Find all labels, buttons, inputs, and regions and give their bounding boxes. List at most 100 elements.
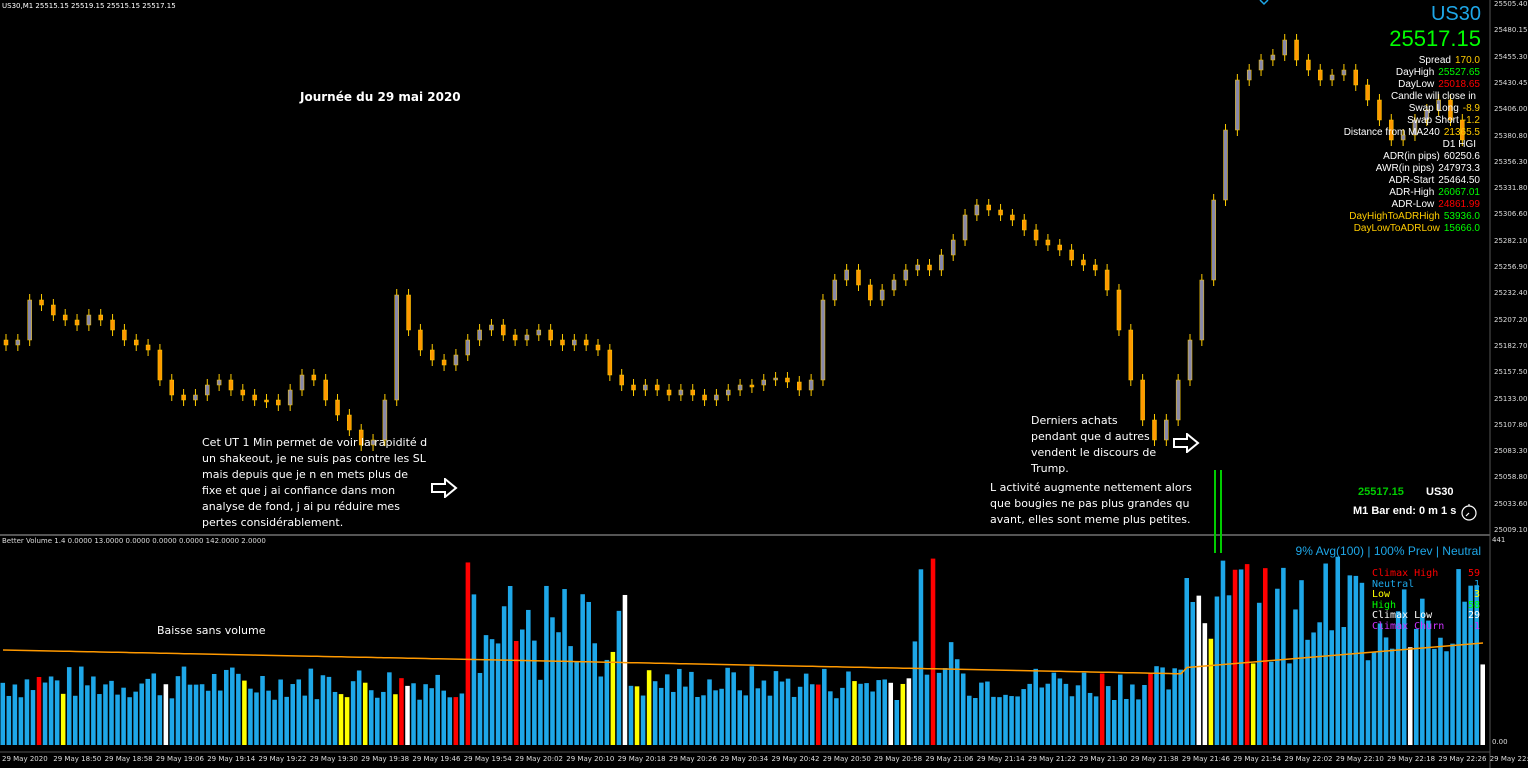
candle: [986, 204, 991, 211]
volume-bar: [211, 673, 217, 745]
candle: [418, 329, 423, 351]
volume-bar: [1353, 575, 1359, 745]
candle: [1116, 289, 1122, 331]
volume-bar: [1389, 648, 1395, 745]
volume-bar: [646, 670, 652, 745]
volume-bar: [60, 693, 66, 745]
candle: [891, 279, 897, 291]
candle: [1140, 379, 1145, 421]
candle: [441, 359, 447, 366]
price-tick: 25282.10: [1494, 236, 1528, 245]
info-row-value: -8.9: [1462, 103, 1480, 114]
time-tick: 29 May 2020: [2, 755, 48, 763]
volume-bar: [930, 558, 936, 745]
candle: [1389, 119, 1394, 141]
info-row: ADR-Start 25464.50: [1389, 175, 1480, 187]
candle: [773, 377, 778, 381]
candle: [347, 414, 352, 431]
candle: [1010, 214, 1015, 221]
info-row: DayLow 25018.65: [1398, 79, 1480, 91]
volume-bar: [1420, 598, 1425, 745]
info-row-value: 24861.99: [1438, 199, 1480, 210]
volume-bar: [230, 667, 235, 745]
volume-bar: [1015, 696, 1020, 745]
candle: [998, 209, 1003, 216]
time-tick: 29 May 19:30: [309, 755, 358, 763]
volume-bar: [79, 666, 84, 745]
info-row-label: AWR(in pips): [1375, 163, 1435, 174]
volume-bar: [224, 669, 229, 745]
volume-bar: [1033, 668, 1038, 745]
info-row-value: 26067.01: [1438, 187, 1480, 198]
chart-title-note: Journée du 29 mai 2020: [300, 90, 461, 104]
volume-bar: [864, 683, 869, 745]
volume-bar: [1202, 623, 1208, 745]
time-tick: 29 May 19:38: [361, 755, 410, 763]
candle: [619, 374, 624, 386]
volume-bar: [1305, 639, 1310, 745]
volume-bar: [1009, 696, 1014, 745]
volume-bar: [1456, 569, 1461, 745]
volume-bar: [1069, 696, 1075, 745]
volume-bar: [973, 698, 978, 745]
volume-bar: [290, 684, 295, 745]
time-tick: 29 May 21:46: [1181, 755, 1230, 763]
volume-bar: [181, 666, 187, 745]
volume-bar: [151, 673, 157, 745]
volume-bar: [628, 685, 634, 745]
volume-bar: [242, 680, 247, 745]
volume-bar: [1287, 663, 1292, 745]
volume-bar: [338, 694, 344, 745]
volume-bar: [1341, 627, 1347, 745]
note-left: Cet UT 1 Min permet de voir la rapidité …: [202, 436, 428, 529]
time-tick: 29 May 20:50: [822, 755, 871, 763]
info-row-label: Swap Long: [1408, 103, 1459, 114]
legend-label: High: [1372, 599, 1397, 611]
volume-bar: [1250, 663, 1256, 745]
volume-bar: [326, 676, 332, 745]
bar-end-label: M1 Bar end: 0 m 1 s: [1353, 505, 1457, 517]
candle: [252, 394, 257, 401]
volume-bar: [671, 691, 676, 745]
chart-symbol-line: US30,M1 25515.15 25519.15 25515.15 25517…: [2, 2, 176, 10]
volume-bar: [314, 699, 320, 745]
volume-bar: [72, 695, 78, 745]
panel-price: 25517.15: [1389, 26, 1481, 51]
volume-bar: [948, 642, 954, 745]
legend-value: 29: [1467, 610, 1480, 621]
volume-bar: [550, 617, 555, 745]
volume-bar: [453, 697, 459, 745]
volume-bar: [1160, 667, 1165, 745]
legend-label: Climax Low: [1372, 610, 1433, 621]
volume-bar: [954, 659, 960, 745]
volume-bar: [1281, 567, 1286, 745]
price-tick: 25182.70: [1494, 341, 1528, 350]
volume-bar: [1099, 673, 1105, 745]
candle: [607, 349, 613, 376]
info-row-label: Spread: [1418, 55, 1451, 66]
note-trump: Derniers achats pendant que d autres ven…: [1031, 414, 1157, 475]
candle: [1211, 199, 1216, 281]
info-row: ADR-High 26067.01: [1389, 187, 1480, 199]
note-volume: Baisse sans volume: [157, 624, 266, 637]
candle: [785, 377, 790, 383]
info-row: Distance from MA240 21365.5: [1344, 127, 1480, 139]
legend-value: 58: [1467, 599, 1480, 611]
bar-end-price: 25517.15: [1358, 486, 1404, 498]
volume-bar: [586, 601, 591, 745]
candle: [631, 384, 636, 391]
info-row: DayHighToADRHigh 53936.0: [1349, 211, 1480, 223]
volume-bar: [411, 683, 416, 745]
time-tick: 29 May 22:02: [1284, 755, 1333, 763]
volume-bar: [967, 695, 972, 745]
volume-bar: [350, 681, 356, 745]
volume-bar: [1432, 648, 1437, 745]
candle: [737, 384, 743, 391]
volume-bar: [677, 668, 682, 745]
volume-bar: [66, 667, 72, 745]
volume-bar: [1269, 661, 1274, 745]
candle: [1424, 109, 1430, 121]
candle: [86, 314, 92, 326]
volume-bar: [513, 640, 519, 745]
